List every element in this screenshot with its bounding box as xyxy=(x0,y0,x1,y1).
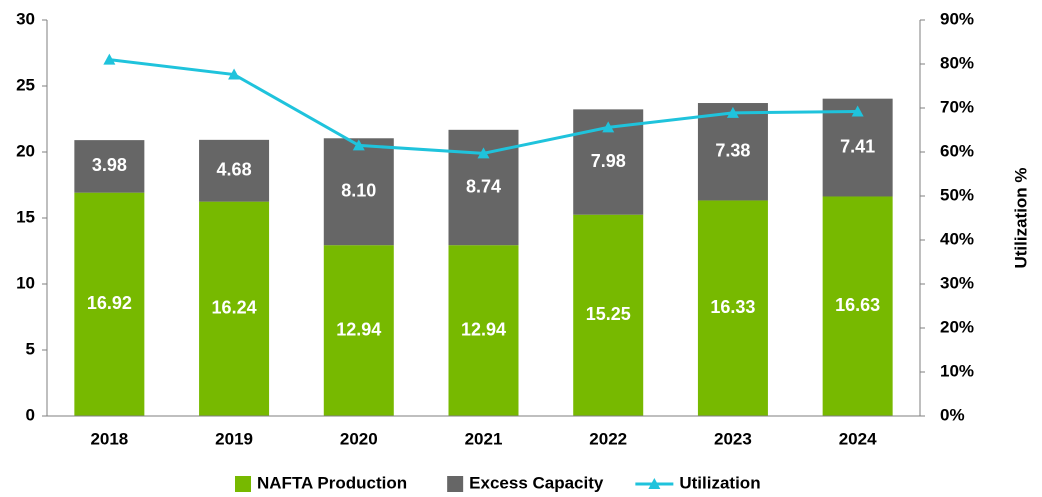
x-tick-label: 2020 xyxy=(340,429,378,448)
bar-segment xyxy=(74,140,145,193)
data-label: 7.98 xyxy=(591,151,626,171)
y2-tick-label: 20% xyxy=(940,317,974,336)
data-label: 12.94 xyxy=(461,319,506,339)
data-label: 15.25 xyxy=(586,304,631,324)
x-tick-label: 2019 xyxy=(215,429,253,448)
line-marker xyxy=(726,106,739,118)
y2-tick-label: 80% xyxy=(940,53,974,72)
bar-segment xyxy=(573,214,644,416)
legend-label: NAFTA Production xyxy=(257,473,407,492)
legend-swatch xyxy=(447,476,464,492)
y2-tick-label: 30% xyxy=(940,273,974,292)
data-label: 8.74 xyxy=(466,176,501,196)
y2-tick-label: 70% xyxy=(940,97,974,116)
data-label: 16.92 xyxy=(87,293,132,313)
data-label: 7.41 xyxy=(840,136,875,156)
line-marker xyxy=(602,121,615,133)
y-tick-label: 25 xyxy=(16,75,35,94)
data-label: 16.63 xyxy=(835,295,880,315)
bar-segment xyxy=(697,103,768,201)
bar-segment xyxy=(697,200,768,416)
y2-tick-label: 90% xyxy=(940,9,974,28)
legend-swatch xyxy=(235,476,251,492)
line-marker xyxy=(228,68,241,80)
x-tick-label: 2024 xyxy=(839,429,877,448)
y-tick-label: 15 xyxy=(16,207,35,226)
data-label: 7.38 xyxy=(715,140,750,160)
bar-segment xyxy=(199,139,270,202)
x-tick-label: 2018 xyxy=(90,429,128,448)
bar-segment xyxy=(448,245,519,416)
y-tick-label: 0 xyxy=(26,405,35,424)
data-label: 16.33 xyxy=(710,297,755,317)
y-tick-label: 20 xyxy=(16,141,35,160)
line-marker xyxy=(352,139,365,151)
y-tick-label: 30 xyxy=(16,9,35,28)
bar-segment xyxy=(74,192,145,416)
bar-segment xyxy=(822,196,893,416)
data-label: 8.10 xyxy=(341,180,376,200)
y2-tick-label: 0% xyxy=(940,405,965,424)
line-marker xyxy=(477,147,490,159)
legend-label: Excess Capacity xyxy=(469,473,604,492)
data-label: 16.24 xyxy=(212,298,257,318)
data-label: 12.94 xyxy=(336,319,381,339)
x-tick-label: 2023 xyxy=(714,429,752,448)
bar-segment xyxy=(323,138,394,246)
data-label: 4.68 xyxy=(217,159,252,179)
y2-tick-label: 40% xyxy=(940,229,974,248)
data-label: 3.98 xyxy=(92,155,127,175)
y2-tick-label: 60% xyxy=(940,141,974,160)
y2-tick-label: 10% xyxy=(940,361,974,380)
bar-segment xyxy=(323,245,394,416)
y2-axis-label: Utilization % xyxy=(1011,167,1030,268)
y-tick-label: 10 xyxy=(16,273,35,292)
x-tick-label: 2022 xyxy=(589,429,627,448)
y2-tick-label: 50% xyxy=(940,185,974,204)
line-marker xyxy=(103,53,116,65)
legend-label: Utilization xyxy=(679,473,760,492)
bar-segment xyxy=(199,201,270,416)
x-tick-label: 2021 xyxy=(465,429,503,448)
line-marker xyxy=(851,105,864,117)
legend-swatch xyxy=(648,478,661,489)
y-tick-label: 5 xyxy=(26,339,35,358)
